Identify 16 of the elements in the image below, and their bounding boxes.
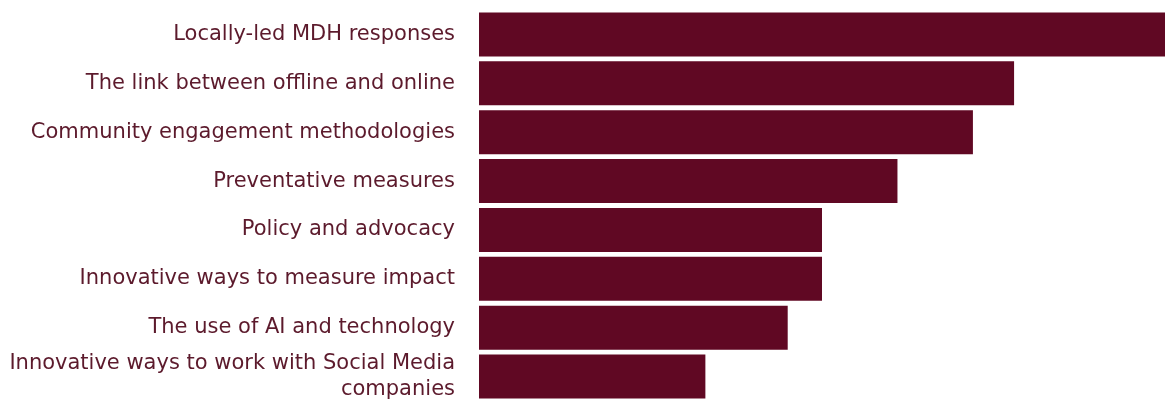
y-tick-label: Community engagement methodologies: [30, 118, 455, 143]
bar: [479, 61, 1015, 106]
bar: [479, 207, 822, 252]
bar: [479, 354, 706, 399]
bar: [479, 110, 973, 155]
bar: [479, 12, 1165, 57]
y-tick-label: Policy and advocacy: [241, 216, 455, 241]
y-tick-label: Innovative ways to work with Social Media companies: [9, 350, 455, 400]
y-tick-label: Preventative measures: [213, 167, 455, 192]
y-tick-label: The use of AI and technology: [147, 314, 455, 339]
y-tick-label: The link between offline and online: [84, 69, 455, 94]
y-tick-label: Locally-led MDH responses: [173, 20, 455, 45]
bar: [479, 159, 898, 204]
bar: [479, 256, 822, 301]
y-tick-label: Innovative ways to measure impact: [79, 265, 455, 290]
bar: [479, 305, 788, 350]
